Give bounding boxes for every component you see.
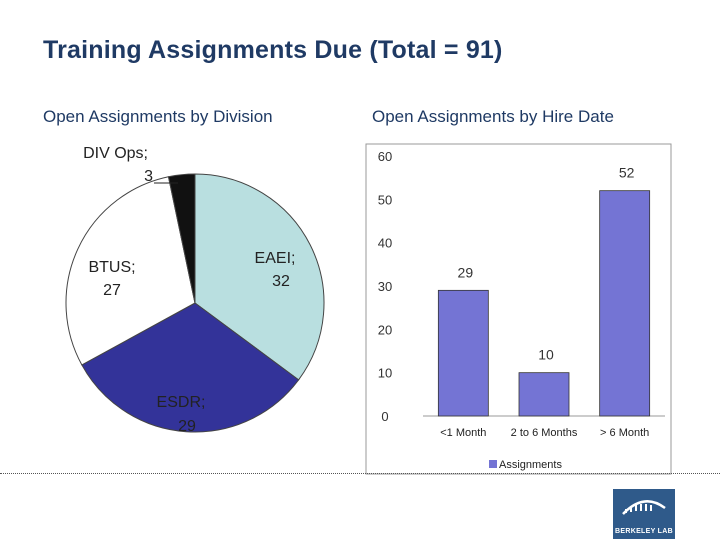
y-tick-label: 20	[378, 322, 392, 337]
y-tick-label: 0	[381, 409, 388, 424]
pie-label-eaei: EAEI;	[255, 250, 296, 267]
bar-2	[518, 372, 570, 417]
logo-text: BERKELEY LAB	[615, 528, 673, 535]
pie-value-div-ops: 3	[144, 168, 153, 185]
pie-value-eaei: 32	[272, 273, 290, 290]
x-category-label: > 6 Month	[600, 427, 649, 439]
pie-value-btus: 27	[103, 282, 121, 299]
pie-label-esdr: ESDR;	[157, 394, 206, 411]
pie-label-div-ops: DIV Ops;	[83, 145, 148, 162]
y-tick-label: 60	[378, 149, 392, 164]
division-pie-chart: EAEI; 32 ESDR; 29 BTUS; 27 DIV Ops; 3	[65, 145, 325, 435]
x-category-label: <1 Month	[440, 427, 486, 439]
pie-slice-eaei	[194, 173, 325, 381]
bar-3	[599, 190, 651, 417]
bar-value-label: 52	[619, 165, 635, 181]
slide-title: Training Assignments Due (Total = 91)	[43, 36, 503, 64]
bar-chart-title: Open Assignments by Hire Date	[372, 107, 614, 126]
y-tick-label: 10	[378, 366, 392, 381]
lab-building-icon	[622, 500, 666, 515]
bar-value-label: 10	[538, 347, 554, 363]
y-tick-label: 30	[378, 279, 392, 294]
pie-slice-esdr	[81, 302, 300, 433]
footer-divider	[0, 473, 720, 474]
y-tick-label: 50	[378, 192, 392, 207]
pie-slice-btus	[65, 176, 196, 366]
bar-1	[437, 289, 489, 417]
pie-slice-div-ops	[167, 173, 196, 304]
pie-chart-title: Open Assignments by Division	[43, 107, 273, 126]
bar-value-label: 29	[458, 264, 474, 280]
x-category-label: 2 to 6 Months	[511, 427, 578, 439]
pie-value-esdr: 29	[178, 418, 196, 435]
berkeley-lab-logo: BERKELEY LAB	[613, 489, 675, 539]
legend-swatch	[489, 460, 497, 468]
pie-label-btus: BTUS;	[88, 259, 135, 276]
hire-date-bar-chart: 0 10 20 30 40 50 60 29 <1 Month 10 2 to 6 Months 52…	[365, 143, 672, 475]
y-tick-label: 40	[378, 236, 392, 251]
legend-label: Assignments	[499, 459, 562, 471]
